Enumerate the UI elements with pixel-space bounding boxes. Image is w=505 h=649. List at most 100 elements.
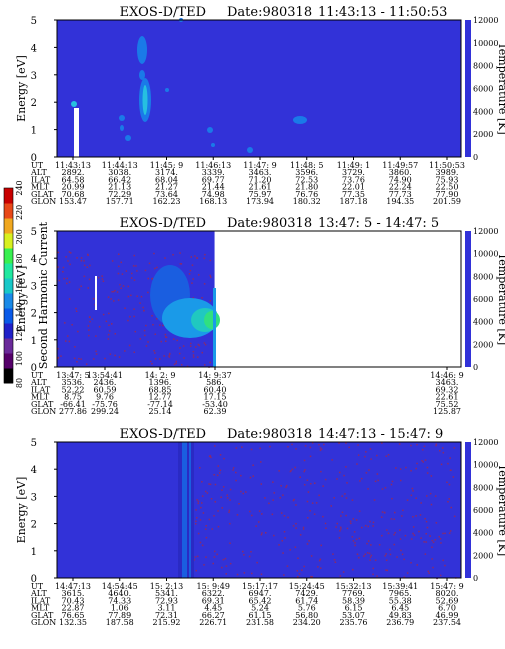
noise-speck	[65, 340, 67, 342]
noise-speck	[391, 480, 394, 483]
noise-speck	[210, 498, 213, 500]
y-tick-label: 5	[31, 227, 37, 238]
noise-speck	[128, 344, 131, 347]
noise-speck	[88, 316, 91, 318]
footer-value: 187.58	[106, 618, 134, 627]
noise-speck	[252, 464, 254, 466]
noise-speck	[214, 483, 217, 486]
footer-value: 14:54:45	[102, 582, 138, 591]
noise-speck	[416, 564, 418, 566]
footer-value: 77.90	[436, 190, 459, 199]
noise-speck	[78, 357, 80, 360]
noise-speck	[139, 338, 142, 340]
y-right-tick-label: 6000	[473, 506, 493, 515]
noise-speck	[352, 540, 355, 542]
noise-speck	[197, 502, 199, 505]
noise-speck	[134, 330, 136, 333]
noise-speck	[75, 310, 78, 312]
noise-speck	[232, 469, 234, 471]
noise-speck	[201, 495, 204, 497]
noise-speck	[208, 518, 211, 521]
footer-value: 75.97	[249, 190, 272, 199]
noise-speck	[372, 567, 374, 570]
noise-speck	[57, 356, 59, 359]
noise-speck	[425, 520, 428, 523]
noise-speck	[135, 265, 137, 267]
noise-speck	[110, 298, 112, 300]
noise-speck	[344, 493, 346, 495]
noise-speck	[221, 489, 223, 491]
noise-speck	[98, 326, 101, 328]
noise-speck	[308, 540, 310, 542]
noise-speck	[367, 525, 369, 528]
noise-speck	[393, 533, 395, 536]
noise-speck	[303, 470, 305, 473]
y-tick-label: 4	[31, 254, 37, 265]
noise-speck	[87, 254, 89, 256]
footer-value: -75.76	[92, 400, 118, 409]
noise-speck	[440, 542, 442, 544]
footer-value: 187.18	[340, 197, 368, 206]
noise-speck	[192, 354, 195, 356]
footer-value: 11:46:13	[195, 161, 231, 170]
noise-speck	[377, 479, 379, 482]
y-right-axis-label: Temperature [K]	[496, 42, 505, 134]
noise-speck	[240, 490, 242, 493]
noise-speck	[442, 451, 445, 454]
noise-speck	[324, 522, 327, 525]
noise-speck	[201, 502, 203, 504]
noise-speck	[87, 287, 89, 289]
noise-speck	[292, 499, 295, 502]
colorbar-tick-label: 160	[15, 278, 24, 293]
footer-value: 2436.	[94, 378, 117, 387]
noise-speck	[76, 361, 78, 363]
noise-speck	[333, 559, 336, 561]
footer-value: 77.73	[389, 190, 412, 199]
noise-speck	[285, 486, 287, 488]
noise-speck	[442, 532, 444, 535]
noise-speck	[340, 528, 342, 530]
noise-speck	[401, 515, 403, 517]
noise-speck	[378, 544, 381, 546]
noise-speck	[439, 574, 442, 577]
footer-value: 6.70	[438, 604, 456, 613]
y-right-axis-label: Temperature [K]	[496, 464, 505, 556]
noise-speck	[405, 466, 407, 469]
noise-speck	[361, 526, 363, 529]
noise-speck	[295, 522, 297, 525]
noise-speck	[241, 446, 243, 448]
noise-speck	[130, 277, 133, 279]
noise-speck	[447, 501, 449, 503]
footer-value: 277.86	[59, 407, 87, 416]
noise-speck	[428, 572, 430, 574]
noise-speck	[67, 335, 69, 337]
footer-value: 14:47:13	[55, 582, 91, 591]
y-tick-label: 4	[31, 43, 37, 54]
noise-speck	[283, 515, 286, 517]
noise-speck	[334, 561, 337, 563]
colorbar-segment	[4, 308, 13, 324]
noise-speck	[114, 333, 116, 335]
colorbar-segment	[4, 353, 13, 369]
noise-speck	[306, 479, 309, 481]
footer-value: 75.93	[436, 175, 459, 184]
noise-speck	[310, 576, 312, 578]
noise-speck	[287, 446, 289, 448]
noise-speck	[242, 492, 244, 495]
noise-speck	[195, 346, 197, 348]
noise-speck	[143, 329, 146, 332]
noise-speck	[165, 336, 168, 339]
footer-value: 201.59	[433, 197, 461, 206]
noise-speck	[416, 443, 418, 446]
noise-speck	[62, 271, 64, 273]
noise-speck	[151, 363, 153, 365]
noise-speck	[295, 527, 297, 529]
noise-speck	[402, 509, 404, 512]
y-tick-label: 0	[31, 574, 37, 585]
noise-speck	[57, 347, 59, 350]
noise-speck	[446, 481, 448, 483]
footer-value: 13:47: 5	[56, 371, 89, 380]
noise-speck	[355, 519, 358, 521]
intensity-patch	[139, 70, 145, 80]
colorbar-segment	[4, 293, 13, 309]
